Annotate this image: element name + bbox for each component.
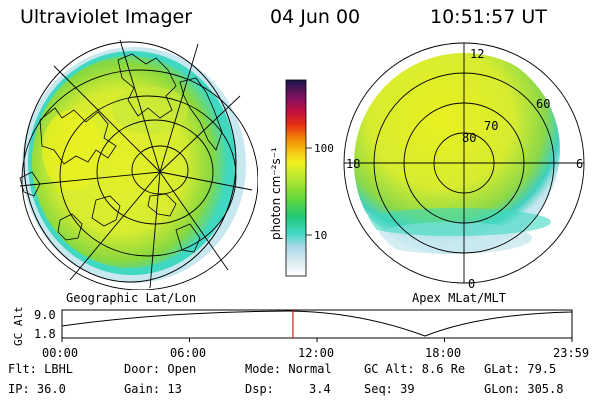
timeline-xtick-0600: 06:00 xyxy=(170,346,206,360)
info-dsp-label: Dsp: xyxy=(245,382,274,396)
colorbar: 100 10 photon cm⁻²s⁻¹ xyxy=(269,79,334,277)
colorbar-unit-label: photon cm⁻²s⁻¹ xyxy=(269,147,283,240)
coastlines xyxy=(19,53,223,253)
timeline-xtick-1200: 12:00 xyxy=(298,346,334,360)
auroral-oval xyxy=(354,53,560,254)
timeline-xtick-0000: 00:00 xyxy=(42,346,78,360)
latitude-circles xyxy=(21,69,258,290)
right-panel-caption: Apex MLat/MLT xyxy=(412,291,506,305)
date-label: 04 Jun 00 xyxy=(270,6,361,28)
timeline-ytick-high: 9.0 xyxy=(34,308,56,322)
timeline-ylabel: GC Alt xyxy=(12,306,25,346)
magnetic-polar-plot: 80 70 60 12 18 6 0 xyxy=(343,42,585,291)
mlt-label-midnight: 0 xyxy=(468,277,475,291)
info-flt: Flt: LBHL xyxy=(8,362,74,376)
info-glon: GLon: 305.8 xyxy=(484,382,564,396)
info-ip: IP: 36.0 xyxy=(8,382,66,396)
colorbar-tick-10: 10 xyxy=(314,229,327,242)
time-label: 10:51:57 UT xyxy=(430,6,547,28)
info-gc-alt: GC Alt: 8.6 Re xyxy=(364,362,466,376)
info-glat: GLat: 79.5 xyxy=(484,362,557,376)
lat-label-80: 80 xyxy=(462,131,476,145)
timeline-xtick-2359: 23:59 xyxy=(553,346,589,360)
left-panel-caption: Geographic Lat/Lon xyxy=(66,291,196,305)
timeline-ytick-low: 1.8 xyxy=(34,327,56,341)
colorbar-tick-100: 100 xyxy=(314,142,334,155)
lat-label-70: 70 xyxy=(484,119,498,133)
mlt-label-noon: 12 xyxy=(470,47,484,61)
orbit-timeline: GC Alt 9.0 1.8 00:00 06:00 12:00 18:00 2… xyxy=(12,306,589,360)
lat-label-60: 60 xyxy=(536,97,550,111)
altitude-curve xyxy=(61,310,573,337)
mlt-label-dawn: 6 xyxy=(576,157,583,171)
meridians xyxy=(19,39,253,289)
timeline-frame xyxy=(61,309,573,339)
info-dsp-value: 3.4 xyxy=(309,382,331,396)
instrument-title: Ultraviolet Imager xyxy=(20,6,193,28)
timeline-xtick-1800: 18:00 xyxy=(425,346,461,360)
geographic-map xyxy=(19,39,258,290)
info-mode: Mode: Normal xyxy=(245,362,332,376)
info-door: Door: Open xyxy=(124,362,197,376)
colorbar-gradient xyxy=(285,79,307,277)
mlt-label-dusk: 18 xyxy=(346,157,360,171)
info-gain: Gain: 13 xyxy=(124,382,182,396)
info-seq: Seq: 39 xyxy=(364,382,415,396)
